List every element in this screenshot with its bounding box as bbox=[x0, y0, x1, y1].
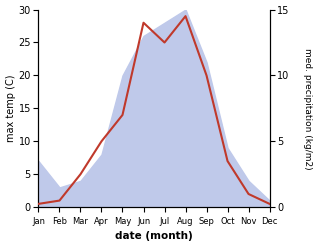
X-axis label: date (month): date (month) bbox=[115, 231, 193, 242]
Y-axis label: max temp (C): max temp (C) bbox=[5, 75, 16, 142]
Y-axis label: med. precipitation (kg/m2): med. precipitation (kg/m2) bbox=[303, 48, 313, 169]
